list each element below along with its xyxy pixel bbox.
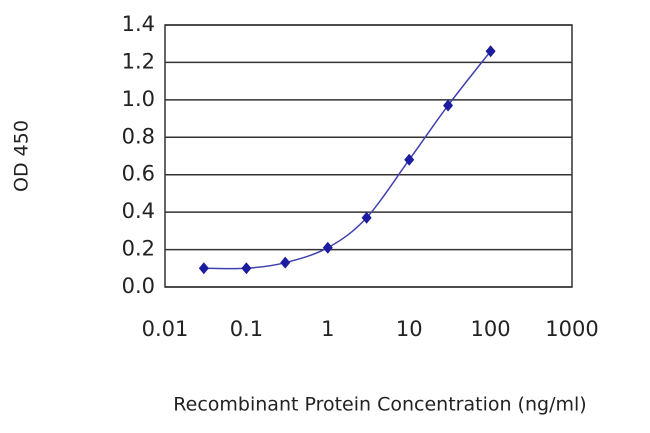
y-tick-label: 0.2 — [122, 237, 155, 261]
x-tick-label: 1 — [321, 317, 334, 341]
x-tick-label: 1000 — [545, 317, 598, 341]
x-axis-label: Recombinant Protein Concentration (ng/ml… — [173, 394, 586, 416]
data-point — [361, 211, 372, 224]
data-point — [241, 262, 252, 275]
y-tick-label: 0.8 — [122, 124, 155, 148]
x-tick-label: 10 — [396, 317, 423, 341]
data-point — [404, 153, 415, 166]
plot-area — [164, 24, 573, 288]
data-point — [443, 99, 454, 112]
y-tick-label: 1.4 — [122, 12, 155, 36]
y-tick-label: 0.0 — [122, 274, 155, 298]
data-point — [280, 256, 291, 269]
x-tick-label: 0.1 — [230, 317, 263, 341]
y-tick-label: 0.6 — [122, 162, 155, 186]
data-point — [322, 241, 333, 254]
y-tick-label: 1.0 — [122, 87, 155, 111]
x-tick-label: 0.01 — [142, 317, 189, 341]
y-tick-label: 1.2 — [122, 49, 155, 73]
y-axis-label: OD 450 — [11, 120, 33, 192]
x-tick-label: 100 — [471, 317, 511, 341]
data-point — [198, 262, 209, 275]
y-tick-label: 0.4 — [122, 199, 155, 223]
data-point — [485, 45, 496, 58]
